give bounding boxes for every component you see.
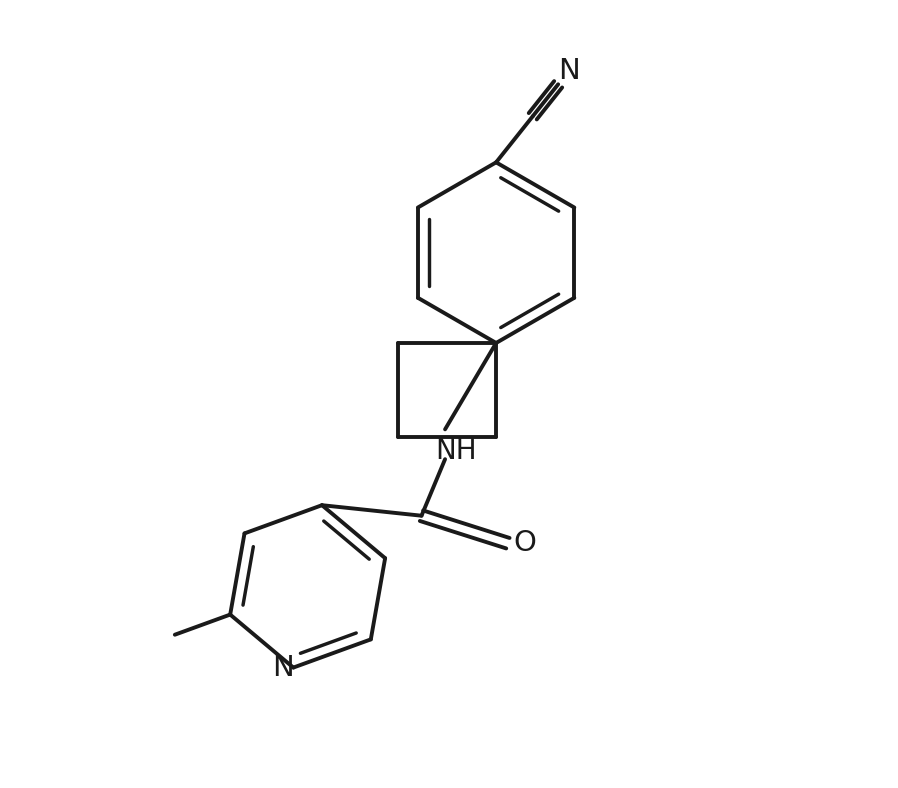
Text: O: O	[513, 530, 536, 557]
Text: N: N	[558, 57, 580, 85]
Text: N: N	[272, 653, 294, 682]
Text: NH: NH	[436, 437, 477, 465]
